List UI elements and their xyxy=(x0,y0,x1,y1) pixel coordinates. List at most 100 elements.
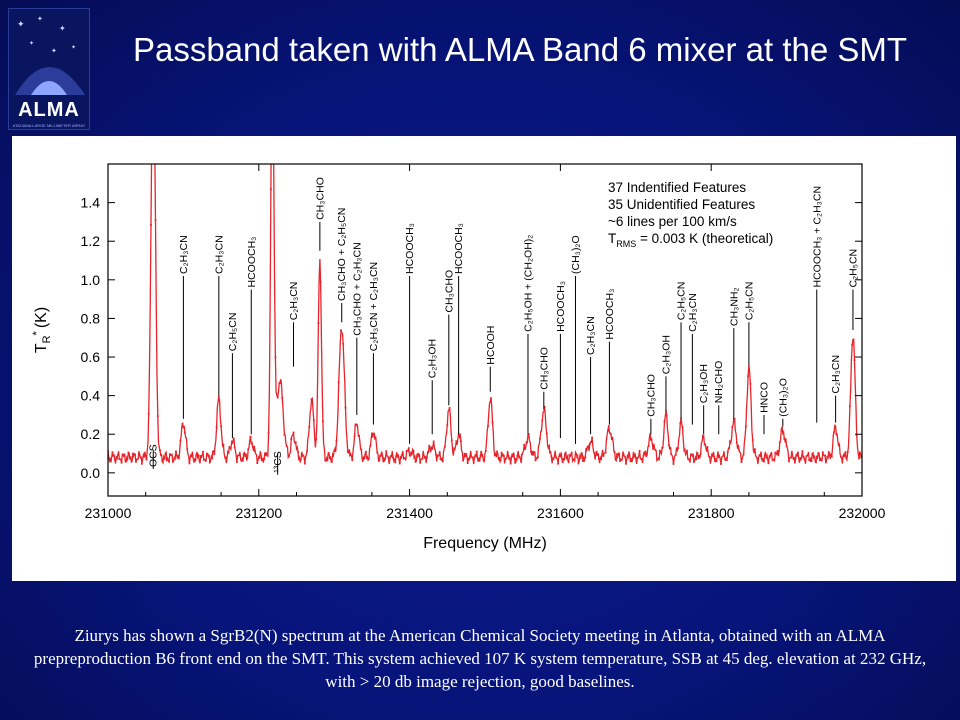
data-point xyxy=(656,458,659,461)
data-point xyxy=(548,445,550,447)
data-point xyxy=(326,459,329,462)
data-point xyxy=(706,446,709,448)
data-point xyxy=(231,442,234,444)
data-point xyxy=(788,460,790,463)
logo-star: ✦ xyxy=(51,47,57,55)
data-point xyxy=(342,343,345,345)
data-point xyxy=(561,461,564,464)
data-point xyxy=(466,462,469,464)
data-point xyxy=(236,461,238,463)
data-point xyxy=(118,458,121,460)
data-point xyxy=(672,463,675,465)
data-point xyxy=(380,451,383,454)
y-tick-label: 1.2 xyxy=(81,233,101,249)
data-point xyxy=(242,452,245,455)
data-point xyxy=(389,455,392,457)
data-point xyxy=(521,453,523,456)
data-point xyxy=(842,455,845,458)
data-point xyxy=(245,453,247,456)
data-point xyxy=(247,448,250,451)
data-point xyxy=(299,460,302,463)
annotation-label: HNCO xyxy=(759,382,771,413)
data-point xyxy=(828,453,831,456)
data-point xyxy=(116,457,118,460)
data-point xyxy=(168,460,170,463)
data-point xyxy=(726,450,729,453)
data-point xyxy=(254,450,256,453)
data-point xyxy=(790,456,792,459)
data-point xyxy=(803,458,806,461)
data-point xyxy=(288,455,290,458)
logo-star: ✦ xyxy=(29,40,34,47)
data-point xyxy=(713,456,716,458)
logo-star: ✦ xyxy=(37,15,43,23)
data-point xyxy=(317,322,320,325)
data-point xyxy=(577,462,580,464)
data-point xyxy=(362,456,365,459)
data-point xyxy=(297,450,299,453)
annotation-label: CH₃CHO xyxy=(443,270,455,313)
data-point xyxy=(853,359,856,361)
data-point xyxy=(493,454,496,456)
data-point xyxy=(756,457,759,460)
data-point xyxy=(344,406,347,409)
x-tick-label: 231400 xyxy=(386,505,433,521)
data-point xyxy=(444,445,446,448)
data-point xyxy=(204,458,207,461)
data-point xyxy=(197,454,200,457)
data-point xyxy=(279,382,281,385)
data-point xyxy=(407,447,410,449)
annotation-label: C₂H₃CN xyxy=(687,293,699,332)
data-point xyxy=(360,448,363,451)
data-point xyxy=(806,454,808,457)
annotation-label: C₂H₃OH xyxy=(427,339,439,378)
data-point xyxy=(683,448,686,451)
annotation-label: (CH₃)₂O xyxy=(570,235,582,274)
data-point xyxy=(636,456,639,459)
data-point xyxy=(199,455,202,458)
data-point xyxy=(177,454,179,457)
data-point xyxy=(478,457,480,460)
data-point xyxy=(134,453,136,456)
data-point xyxy=(702,434,704,437)
annotation-label: HCOOH xyxy=(485,326,497,365)
annotation-label: NH₂CHO xyxy=(713,361,725,404)
data-point xyxy=(462,459,464,462)
data-point xyxy=(355,423,358,426)
data-point xyxy=(598,457,600,460)
data-point xyxy=(792,457,795,460)
data-point xyxy=(120,461,123,464)
data-point xyxy=(175,450,177,453)
data-point xyxy=(833,431,835,434)
y-tick-label: 0.4 xyxy=(81,388,101,404)
annotation-label: C₂H₃CN xyxy=(178,235,190,274)
data-point xyxy=(613,451,616,454)
data-point xyxy=(724,459,727,461)
data-point xyxy=(471,456,474,459)
data-point xyxy=(654,449,657,451)
data-point xyxy=(414,460,417,463)
data-point xyxy=(365,450,367,453)
data-point xyxy=(220,425,222,428)
data-point xyxy=(604,451,607,454)
data-point xyxy=(575,453,578,455)
data-point xyxy=(629,460,632,463)
data-point xyxy=(283,433,286,436)
data-point xyxy=(715,460,718,463)
y-tick-label: 0.0 xyxy=(81,465,101,481)
data-point xyxy=(428,444,431,447)
data-point xyxy=(258,457,261,459)
data-point xyxy=(371,435,374,438)
data-point xyxy=(181,422,184,425)
data-point xyxy=(376,451,379,454)
data-point xyxy=(396,455,399,458)
y-tick-label: 1.0 xyxy=(81,272,101,288)
data-point xyxy=(122,454,125,457)
chart-panel: OCS C₂H₃CN C₂H₃CN C₂H₅CN HCOOCH₃ ¹³CS C₂H₃CN CH… xyxy=(12,136,956,581)
data-point xyxy=(720,463,722,465)
annotation-label: CH₃CHO + C₂H₅CN xyxy=(336,208,348,301)
data-point xyxy=(312,419,315,422)
data-point xyxy=(846,451,849,454)
data-point xyxy=(322,420,324,423)
